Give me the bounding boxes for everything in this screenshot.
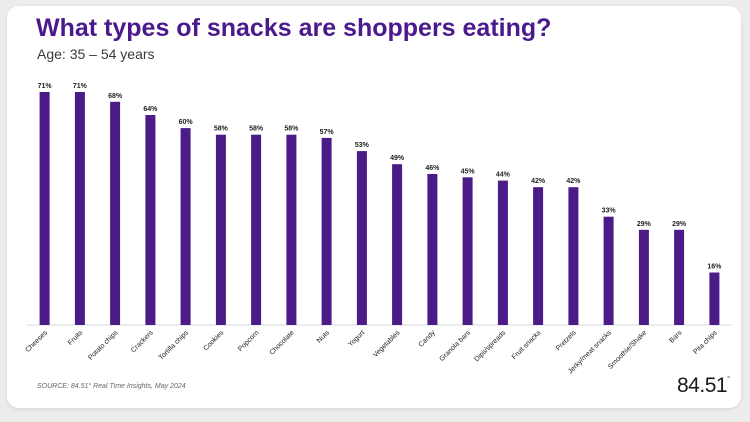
chart-subtitle: Age: 35 – 54 years [37, 46, 155, 62]
bar [427, 174, 438, 325]
chart-title: What types of snacks are shoppers eating… [36, 14, 552, 42]
logo-text: 84.51 [677, 374, 728, 397]
category-tick-label: Bars [668, 329, 683, 344]
bar [392, 164, 403, 325]
bar-value-label: 68% [108, 93, 123, 100]
bar [145, 115, 156, 325]
category-tick-label: Popcorn [237, 329, 260, 352]
category-tick-label: Pita chips [692, 329, 719, 356]
bar-value-label: 71% [73, 83, 88, 90]
bar-value-label: 33% [602, 208, 617, 215]
category-tick-label: Tortilla chips [158, 329, 191, 362]
bar [110, 101, 121, 325]
brand-logo: 84.51° [677, 374, 730, 398]
category-tick-label: Nuts [316, 329, 331, 344]
bar-value-label: 44% [496, 172, 511, 179]
bar [74, 92, 85, 325]
bar [286, 134, 297, 325]
bar [603, 216, 614, 325]
category-tick-label: Cookies [202, 329, 225, 352]
category-tick-label: Cheeses [25, 329, 50, 354]
bar-value-label: 58% [214, 126, 229, 133]
bar-value-label: 71% [38, 83, 53, 90]
bar [321, 137, 332, 325]
bar-value-label: 60% [179, 119, 194, 126]
category-tick-label: Smoothie/Shake [607, 329, 648, 370]
bar-value-label: 45% [461, 168, 476, 175]
bar-value-label: 53% [355, 142, 370, 149]
bar [39, 92, 50, 325]
category-tick-label: Pretzels [555, 329, 578, 352]
category-tick-label: Candy [418, 329, 438, 349]
logo-degree-mark: ° [727, 376, 730, 383]
bar-value-label: 57% [320, 129, 335, 136]
category-tick-label: Granola bars [438, 329, 472, 363]
category-tick-label: Fruit snacks [511, 329, 543, 361]
bar-value-label: 29% [637, 221, 652, 228]
bar-value-label: 46% [425, 165, 440, 172]
bar [638, 229, 649, 325]
bar-value-label: 29% [672, 221, 687, 228]
category-tick-label: Dips/spreads [473, 329, 507, 363]
bar-value-label: 58% [284, 126, 299, 133]
bar [533, 187, 544, 325]
bar [180, 128, 191, 325]
category-tick-label: Yogurt [347, 329, 366, 348]
source-note: SOURCE: 84.51° Real Time Insights, May 2… [37, 383, 186, 390]
bar-value-label: 64% [143, 106, 158, 113]
bar [497, 180, 508, 325]
bar [568, 187, 579, 325]
bar [709, 272, 720, 325]
category-tick-label: Fruits [67, 329, 85, 347]
bar-value-label: 58% [249, 126, 264, 133]
bar [462, 177, 473, 325]
bar [251, 134, 262, 325]
chart-card [7, 6, 741, 408]
bar [674, 229, 685, 325]
bar-value-label: 49% [390, 155, 405, 162]
bar-value-label: 42% [566, 178, 581, 185]
category-tick-label: Crackers [130, 329, 155, 354]
bar-value-label: 42% [531, 178, 546, 185]
bar [215, 134, 226, 325]
category-tick-label: Vegetables [372, 329, 402, 359]
category-tick-label: Potato chips [87, 329, 120, 362]
bar-value-label: 16% [707, 264, 722, 271]
category-tick-label: Chocolate [269, 329, 296, 356]
bar [356, 151, 367, 325]
